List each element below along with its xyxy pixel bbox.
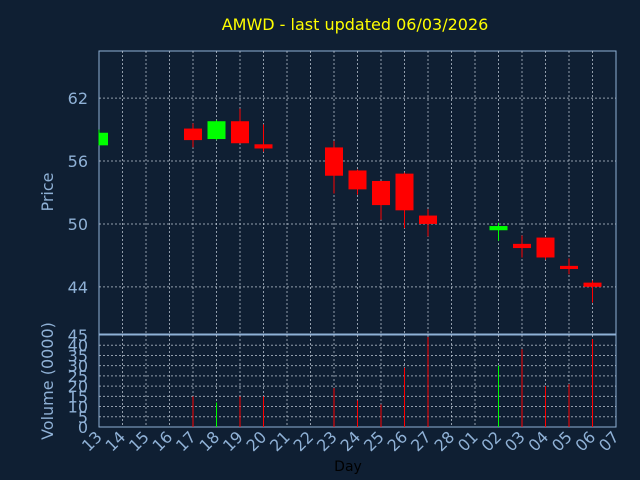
price-tick-label: 44 [68,278,88,297]
x-tick-labels: 1314151617181920212223242526272801020304… [78,427,623,455]
chart-title: AMWD - last updated 06/03/2026 [222,15,489,34]
volume-tick-label: 5 [78,408,88,427]
candle-body [395,173,414,211]
volume-tick-label: 30 [68,357,88,376]
candle-body [419,215,437,224]
candle-body [489,226,508,231]
volume-tick-label: 0 [78,418,88,437]
candle-body [372,180,390,206]
price-tick-label: 56 [68,152,88,171]
candle-body [254,144,273,149]
volume-tick-label: 35 [68,346,88,365]
candle-body [513,243,531,249]
candle-body [231,121,249,144]
price-axis-label: Price [38,172,57,211]
candle-body [536,237,555,258]
volume-tick-label: 20 [68,377,88,396]
volume-tick-label: 40 [68,336,88,355]
candle-body [560,265,578,270]
candle-body [583,282,602,287]
candle-body [348,170,367,190]
price-tick-label: 50 [68,215,88,234]
candle-body [207,121,226,140]
price-tick-label: 62 [68,89,88,108]
volume-tick-label: 15 [68,387,88,406]
volume-tick-label: 10 [68,398,88,417]
candle-body [99,132,108,146]
candle-body [325,147,343,176]
candles [98,108,602,303]
x-axis-label: Day [334,459,362,475]
volume-tick-label: 45 [68,326,88,345]
volume-bars [192,337,593,427]
volume-axis-label: Volume (0000) [38,322,57,440]
candle-body [184,128,202,141]
volume-tick-label: 25 [68,367,88,386]
price-tick-labels: 44 50 56 62 [68,89,88,297]
